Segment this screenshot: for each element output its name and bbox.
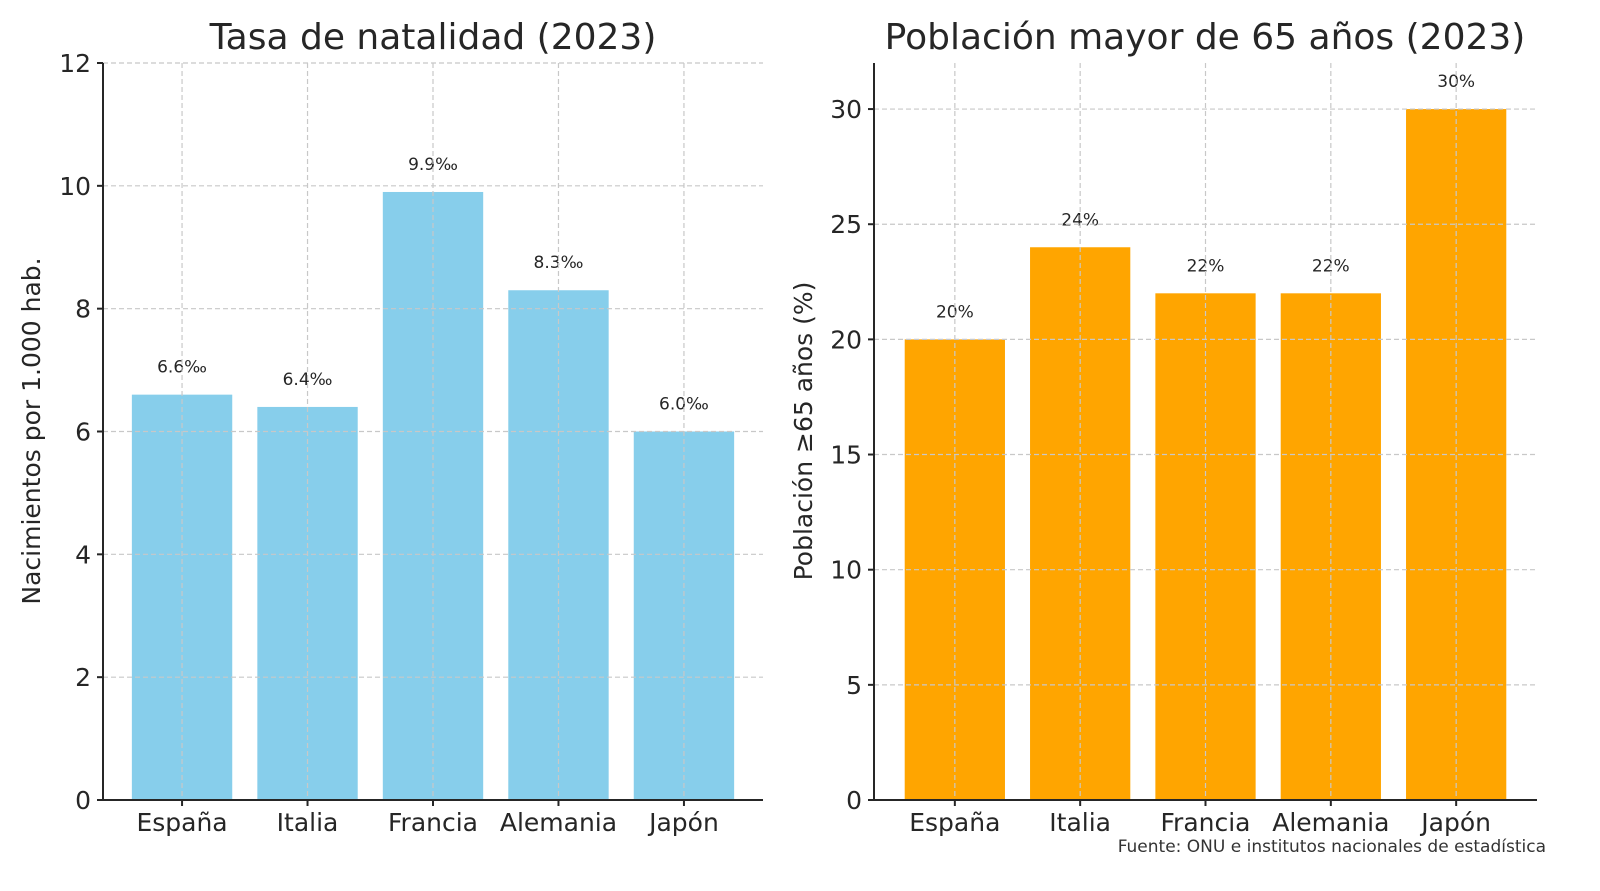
y-tick-label: 10 xyxy=(830,556,862,585)
y-tick-label: 4 xyxy=(75,540,91,569)
x-tick-label: Japón xyxy=(647,808,719,837)
x-tick-label: España xyxy=(909,808,1000,837)
y-tick-label: 10 xyxy=(59,172,91,201)
y-tick-label: 0 xyxy=(846,786,862,815)
x-tick-label: Italia xyxy=(277,808,339,837)
bar-españa xyxy=(131,394,233,800)
y-tick-label: 12 xyxy=(59,49,91,78)
x-tick-label: Alemania xyxy=(1272,808,1389,837)
data-label: 24% xyxy=(1061,210,1099,230)
x-tick-label: Alemania xyxy=(500,808,617,837)
y-tick-label: 20 xyxy=(830,325,862,354)
data-label: 6.0‰ xyxy=(659,395,709,415)
y-tick-label: 15 xyxy=(830,441,862,470)
source-note: Fuente: ONU e institutos nacionales de e… xyxy=(1118,837,1546,857)
y-axis-label: Nacimientos por 1.000 hab. xyxy=(17,257,46,604)
chart-title: Población mayor de 65 años (2023) xyxy=(885,17,1526,58)
y-axis-label: Población ≥65 años (%) xyxy=(789,282,818,581)
chart-natalidad: Tasa de natalidad (2023) Nacimientos por… xyxy=(17,17,763,837)
y-tick-label: 0 xyxy=(75,786,91,815)
chart-title: Tasa de natalidad (2023) xyxy=(209,17,657,58)
x-tick-label: Francia xyxy=(1160,808,1250,837)
y-tick-label: 25 xyxy=(830,210,862,239)
y-tick-label: 30 xyxy=(830,95,862,124)
chart-poblacion-65: Población mayor de 65 años (2023) Poblac… xyxy=(789,17,1537,837)
x-tick-label: Italia xyxy=(1049,808,1111,837)
data-label: 9.9‰ xyxy=(408,155,458,175)
y-tick-label: 8 xyxy=(75,295,91,324)
x-tick-label: España xyxy=(136,808,227,837)
y-tick-label: 5 xyxy=(846,671,862,700)
y-tick-label: 2 xyxy=(75,663,91,692)
x-tick-label: Francia xyxy=(388,808,478,837)
y-tick-label: 6 xyxy=(75,418,91,447)
x-tick-label: Japón xyxy=(1419,808,1491,837)
